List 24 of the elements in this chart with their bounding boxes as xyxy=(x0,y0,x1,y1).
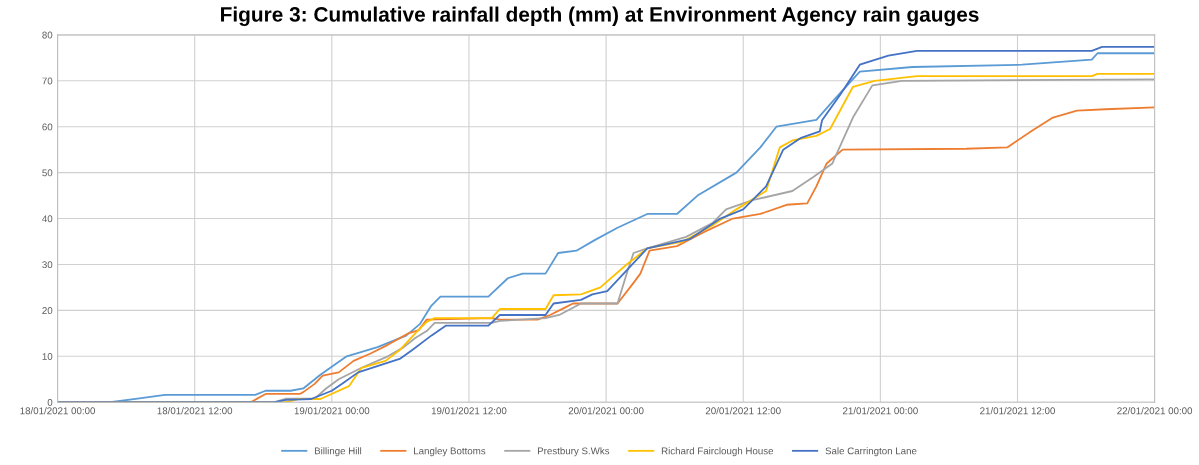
y-tick-label: 30 xyxy=(42,261,53,269)
x-tick-label: 19/01/2021 00:00 xyxy=(294,407,370,415)
x-tick-label: 20/01/2021 00:00 xyxy=(568,407,644,415)
x-tick-label: 18/01/2021 12:00 xyxy=(157,407,233,415)
legend-label: Sale Carrington Lane xyxy=(825,447,917,457)
legend-label: Richard Fairclough House xyxy=(661,447,774,457)
y-tick-label: 40 xyxy=(42,215,53,223)
legend-label: Prestbury S.Wks xyxy=(537,447,610,457)
legend-label: Langley Bottoms xyxy=(414,447,486,457)
x-tick-label: 19/01/2021 12:00 xyxy=(431,407,507,415)
y-tick-label: 50 xyxy=(42,169,53,177)
chart-title: Figure 3: Cumulative rainfall depth (mm) at Environment Agency rain gauges xyxy=(221,6,979,27)
x-tick-label: 21/01/2021 00:00 xyxy=(843,407,918,415)
y-tick-label: 20 xyxy=(42,307,53,315)
x-tick-label: 21/01/2021 12:00 xyxy=(980,407,1055,415)
legend-label: Billinge Hill xyxy=(314,447,362,457)
y-tick-label: 80 xyxy=(42,31,53,39)
x-tick-label: 22/01/2021 00:00 xyxy=(1117,407,1193,415)
y-tick-label: 60 xyxy=(42,123,53,131)
y-tick-label: 10 xyxy=(42,353,53,360)
x-tick-label: 20/01/2021 12:00 xyxy=(705,407,781,415)
y-tick-label: 70 xyxy=(42,77,53,85)
x-tick-label: 18/01/2021 00:00 xyxy=(20,407,96,415)
y-tick-label: 0 xyxy=(47,398,53,406)
